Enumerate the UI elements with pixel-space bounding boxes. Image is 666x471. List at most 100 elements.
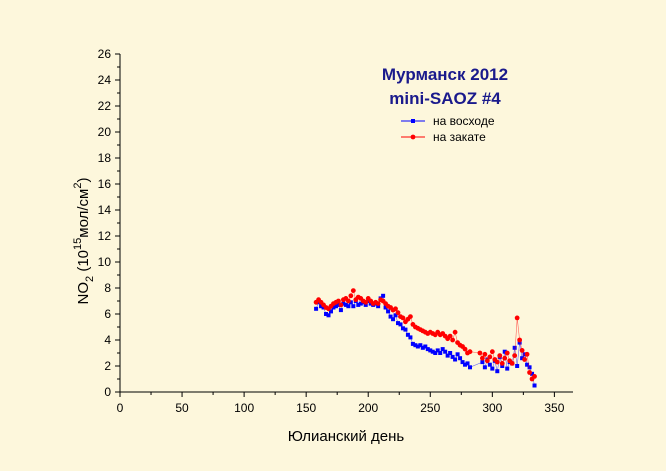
y-tick-label: 6 bbox=[104, 307, 111, 321]
data-point bbox=[321, 305, 326, 310]
chart-title: Мурманск 2012 mini-SAOZ #4 bbox=[382, 65, 508, 108]
y-title-sub: 2 bbox=[84, 276, 96, 282]
x-tick-label: 50 bbox=[175, 401, 189, 415]
data-point bbox=[467, 365, 472, 370]
legend-item: на восходе bbox=[401, 114, 495, 128]
y-tick-label: 8 bbox=[104, 281, 111, 295]
data-point bbox=[460, 360, 465, 365]
data-point bbox=[509, 361, 515, 366]
data-point bbox=[324, 312, 329, 316]
data-point bbox=[463, 362, 468, 367]
legend-label: на закате bbox=[433, 130, 486, 144]
data-point bbox=[400, 315, 406, 321]
data-point bbox=[512, 353, 518, 358]
series-1 bbox=[314, 293, 537, 388]
y-title-sup: 15 bbox=[72, 238, 84, 250]
data-point bbox=[348, 300, 353, 305]
data-point bbox=[376, 304, 381, 309]
data-point bbox=[345, 298, 351, 304]
data-point bbox=[450, 337, 456, 343]
data-point bbox=[408, 335, 413, 340]
data-point bbox=[363, 299, 369, 305]
data-point bbox=[522, 357, 527, 362]
data-point bbox=[487, 362, 492, 367]
data-point bbox=[415, 344, 420, 349]
y-tick-label: 12 bbox=[98, 229, 112, 243]
data-point bbox=[480, 360, 485, 365]
data-point bbox=[515, 364, 520, 368]
data-point bbox=[383, 305, 388, 310]
y-tick-label: 0 bbox=[104, 385, 111, 399]
data-point bbox=[519, 348, 525, 353]
data-point bbox=[338, 308, 343, 313]
x-tick-label: 350 bbox=[544, 401, 564, 415]
data-point bbox=[505, 366, 510, 371]
data-point bbox=[489, 349, 495, 355]
data-point bbox=[425, 347, 430, 352]
y-tick-label: 18 bbox=[98, 151, 112, 165]
data-point bbox=[438, 351, 443, 355]
data-point bbox=[396, 321, 401, 326]
data-point bbox=[458, 356, 463, 361]
data-point bbox=[494, 359, 500, 365]
x-axis-title: Юлианский день bbox=[288, 428, 405, 445]
data-point bbox=[420, 345, 425, 350]
data-point bbox=[405, 332, 410, 337]
data-point bbox=[465, 361, 470, 366]
data-point bbox=[326, 313, 331, 318]
data-point bbox=[346, 304, 351, 309]
data-point bbox=[400, 326, 405, 331]
data-point bbox=[386, 309, 391, 314]
y-tick-label: 24 bbox=[98, 73, 112, 87]
data-point bbox=[314, 306, 319, 311]
data-point bbox=[398, 322, 403, 327]
series-2 bbox=[313, 288, 537, 382]
data-point bbox=[484, 358, 490, 364]
data-point bbox=[430, 349, 435, 354]
data-point bbox=[440, 347, 445, 352]
data-point bbox=[410, 341, 415, 346]
data-point bbox=[514, 315, 520, 321]
y-title-sup2: 2 bbox=[72, 183, 84, 189]
y-tick-label: 20 bbox=[98, 125, 112, 139]
data-point bbox=[435, 348, 440, 353]
data-point bbox=[328, 309, 333, 314]
legend-label: на восходе bbox=[433, 114, 495, 128]
data-point bbox=[532, 383, 537, 388]
data-point bbox=[477, 350, 483, 356]
data-point bbox=[388, 314, 393, 319]
data-point bbox=[497, 353, 503, 358]
data-point bbox=[341, 301, 346, 306]
data-point bbox=[336, 298, 341, 304]
data-point bbox=[512, 345, 517, 350]
y-tick-label: 22 bbox=[98, 99, 112, 113]
data-point bbox=[467, 349, 473, 355]
data-point bbox=[356, 302, 361, 307]
x-tick-label: 200 bbox=[358, 401, 378, 415]
data-point bbox=[358, 301, 363, 306]
data-point bbox=[527, 365, 532, 370]
data-point bbox=[447, 333, 453, 339]
data-point bbox=[381, 293, 386, 298]
data-point bbox=[445, 353, 450, 358]
data-point bbox=[495, 369, 500, 374]
data-point bbox=[366, 299, 371, 303]
data-point bbox=[480, 355, 485, 361]
data-point bbox=[502, 349, 507, 354]
data-point bbox=[408, 314, 413, 319]
data-point bbox=[532, 374, 537, 379]
data-point bbox=[520, 356, 525, 361]
data-point bbox=[413, 343, 418, 348]
data-point bbox=[453, 357, 458, 362]
data-point bbox=[517, 340, 522, 345]
data-point bbox=[524, 351, 530, 357]
title-line-2: mini-SAOZ #4 bbox=[389, 89, 501, 108]
data-point bbox=[350, 288, 356, 293]
data-point bbox=[525, 362, 530, 367]
data-point bbox=[455, 352, 460, 357]
y-tick-label: 14 bbox=[98, 203, 112, 217]
data-point bbox=[336, 302, 341, 307]
